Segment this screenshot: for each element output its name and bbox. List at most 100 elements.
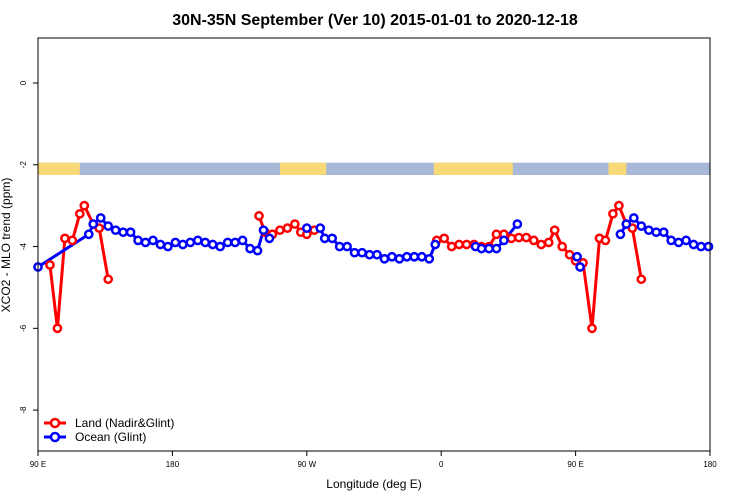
ocean-point-1-13: [402, 251, 412, 262]
chart-title: 30N-35N September (Ver 10) 2015-01-01 to…: [172, 12, 578, 29]
x-tick-label-1: 180: [166, 460, 180, 469]
ocean-point-0-9: [140, 237, 151, 248]
plot-frame: [37, 37, 711, 452]
ocean-point-4-8: [673, 237, 684, 248]
ocean-point-0-16: [192, 235, 203, 246]
land-point-2-15: [543, 237, 554, 248]
land-point-2-2: [446, 241, 457, 252]
y-axis-title: XCO2 - MLO trend (ppm): [0, 178, 13, 313]
land-point-2-21: [587, 323, 597, 334]
ocean-point-0-1: [83, 229, 94, 240]
land-point-2-14: [536, 239, 547, 250]
ocean-point-4-0: [615, 229, 626, 240]
ocean-point-1-11: [387, 251, 397, 262]
ocean-point-2-1: [476, 243, 487, 254]
ocean-point-1-3: [327, 233, 338, 244]
land-point-2-24: [608, 208, 618, 219]
ocean-point-1-4: [334, 241, 345, 252]
land-point-2-12: [521, 232, 532, 243]
land-point-0-8: [103, 274, 114, 285]
ocean-point-1-8: [364, 249, 375, 260]
ocean-point-0-5: [110, 225, 121, 236]
land-point-2-3: [454, 239, 464, 250]
ocean-point-1-14: [409, 251, 420, 262]
land-ocean-strip: [38, 162, 710, 175]
ocean-point-1-15: [416, 251, 427, 262]
ocean-point-0-21: [230, 237, 240, 248]
y-tick-label-4: -8: [19, 406, 28, 414]
land-point-1-4: [282, 223, 293, 233]
ocean-point-4-12: [703, 241, 714, 252]
ocean-point-2-2: [484, 243, 494, 254]
land-point-0-3: [67, 235, 78, 246]
ocean-point-4-3: [636, 221, 647, 231]
ocean-point-0-8: [133, 235, 143, 246]
ocean-point-3-0: [572, 251, 582, 262]
y-tick-label-2: -4: [19, 242, 28, 250]
land-point-0-4: [74, 208, 85, 219]
x-axis-title: Longitude (deg E): [326, 477, 421, 491]
ocean-point-0-11: [155, 239, 166, 250]
strip-land-0: [38, 162, 80, 175]
land-point-2-23: [600, 235, 611, 246]
land-line-segment-2: [436, 204, 643, 330]
ocean-point-0-23: [245, 243, 255, 254]
land-point-2-8: [491, 229, 502, 240]
ocean-point-4-1: [621, 219, 632, 229]
y-tick-label-1: -2: [19, 161, 28, 169]
ocean-point-1-10: [379, 253, 390, 264]
land-point-2-16: [549, 225, 560, 236]
ocean-point-1-1: [315, 223, 326, 233]
strip-ocean: [38, 162, 710, 175]
ocean-point-1-6: [349, 247, 360, 258]
ocean-point-0-6: [118, 227, 128, 238]
land-point-2-13: [528, 235, 539, 246]
land-point-2-10: [506, 233, 517, 244]
land-point-2-17: [557, 241, 568, 252]
ocean-point-0-25: [258, 225, 269, 236]
legend-marker-ocean: [49, 431, 61, 443]
legend: Land (Nadir&Glint) Ocean (Glint): [44, 416, 174, 444]
ocean-point-4-4: [643, 225, 654, 236]
ocean-point-2-5: [512, 219, 523, 229]
ocean-point-4-2: [628, 213, 639, 223]
land-point-1-0: [254, 211, 264, 221]
ocean-point-1-0: [301, 223, 312, 233]
ocean-point-1-12: [394, 253, 405, 264]
x-tick-label-0: 90 E: [30, 460, 46, 469]
ocean-point-4-10: [688, 239, 699, 250]
x-tick-label-5: 180: [703, 460, 717, 469]
legend-label-ocean: Ocean (Glint): [75, 430, 146, 444]
land-point-1-3: [275, 225, 285, 236]
ocean-point-0-20: [222, 237, 233, 248]
land-point-2-18: [564, 249, 575, 260]
ocean-point-0-19: [215, 241, 226, 252]
ocean-point-2-4: [499, 235, 509, 246]
land-point-0-1: [52, 323, 63, 334]
y-axis: 0 -2 -4 -6 -8: [19, 80, 38, 414]
ocean-point-0-17: [200, 237, 211, 248]
ocean-point-0-7: [125, 227, 136, 238]
legend-marker-land: [49, 417, 61, 429]
land-point-1-5: [290, 219, 300, 229]
land-point-2-25: [614, 200, 624, 211]
x-axis: 90 E 180 90 W 0 90 E 180: [30, 451, 717, 469]
land-point-2-1: [439, 233, 450, 244]
ocean-point-4-6: [658, 227, 669, 238]
ocean-point-4-9: [681, 235, 691, 246]
ocean-point-1-16: [424, 253, 435, 264]
ocean-point-2-3: [491, 243, 502, 254]
ocean-point-0-26: [264, 233, 275, 244]
ocean-point-0-3: [95, 213, 106, 223]
x-tick-label-2: 90 W: [297, 460, 316, 469]
series-lines: [37, 204, 709, 330]
ocean-point-4-7: [666, 235, 677, 246]
ocean-point-0-12: [163, 241, 173, 252]
land-point-0-5: [79, 200, 90, 211]
strip-land-3: [608, 162, 627, 175]
ocean-point-1-9: [372, 249, 382, 260]
series-points: [33, 200, 714, 334]
land-point-0-2: [60, 233, 70, 244]
land-point-2-28: [636, 274, 647, 285]
